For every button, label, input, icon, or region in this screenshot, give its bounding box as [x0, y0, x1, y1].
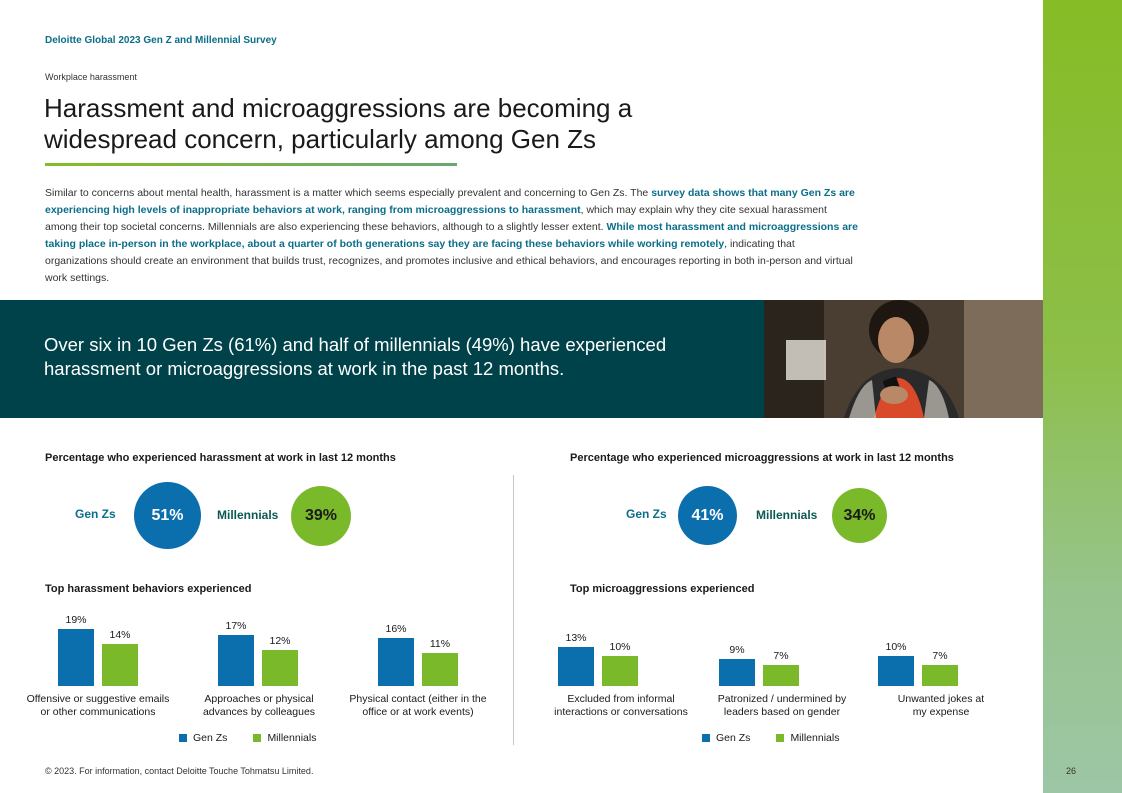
- harassment-category-1: Offensive or suggestive emails or other c…: [18, 693, 178, 719]
- microaggressions-value-label-genz-3: 10%: [885, 641, 906, 653]
- microaggressions-bar-genz-2: [719, 659, 755, 686]
- legend-millennials-swatch: [776, 734, 785, 742]
- title-underline: [45, 163, 457, 166]
- microaggressions-value-label-genz-2: 9%: [729, 644, 744, 656]
- harassment-bar-millennials-2: [262, 650, 298, 686]
- harassment-value-label-millennials-3: 11%: [430, 638, 450, 650]
- microaggressions-category-3: Unwanted jokes at my expense: [861, 693, 1021, 719]
- intro-text-3: , indicating that organizations should c…: [45, 238, 853, 284]
- harassment-category-1-line-1: Offensive or suggestive emails: [26, 693, 170, 705]
- microaggressions-bar-millennials-1: [602, 656, 638, 686]
- microaggressions-value-label-millennials-2: 7%: [773, 650, 788, 662]
- microaggressions-heading: Percentage who experienced microaggressi…: [570, 452, 954, 464]
- harassment-value-label-genz-3: 16%: [385, 623, 406, 635]
- harassment-category-3-line-1: Physical contact (either in the: [349, 693, 487, 705]
- harassment-heading: Percentage who experienced harassment at…: [45, 452, 396, 464]
- harassment-bar-millennials-1: [102, 644, 138, 686]
- harassment-value-label-genz-1: 19%: [65, 614, 86, 626]
- microaggressions-bar-chart: 13% 10% 9% 7% 10% 7%: [514, 600, 1043, 690]
- harassment-bar-genz-1: [58, 629, 94, 686]
- legend-millennials-label: Millennials: [267, 732, 317, 744]
- side-color-band: [1043, 0, 1122, 793]
- intro-text-2: , which may explain why they cite sexual…: [45, 204, 827, 233]
- section-label: Workplace harassment: [45, 72, 137, 82]
- footer-copyright: © 2023. For information, contact Deloitt…: [45, 766, 314, 776]
- photo-illustration: [764, 300, 1043, 418]
- harassment-legend: Gen Zs Millennials: [179, 732, 342, 744]
- harassment-bar-millennials-3: [422, 653, 458, 686]
- microaggressions-legend: Gen Zs Millennials: [702, 732, 865, 744]
- page-number: 26: [1066, 766, 1077, 776]
- harassment-value-label-millennials-1: 14%: [109, 629, 130, 641]
- microaggressions-category-1-line-2: interactions or conversations: [554, 706, 688, 718]
- microaggressions-chart-svg: 13% 10% 9% 7% 10% 7%: [558, 632, 958, 686]
- harassment-genz-label: Gen Zs: [75, 507, 116, 521]
- microaggressions-category-1-line-1: Excluded from informal: [567, 693, 675, 705]
- page-title: Harassment and microaggressions are beco…: [44, 93, 633, 154]
- legend-millennials-swatch: [253, 734, 262, 742]
- harassment-genz-circle: 51%: [134, 482, 201, 549]
- microaggressions-genz-label: Gen Zs: [626, 507, 667, 521]
- harassment-category-3: Physical contact (either in the office or…: [338, 693, 498, 719]
- microaggressions-bar-genz-1: [558, 647, 594, 686]
- harassment-millennials-circle: 39%: [291, 486, 351, 546]
- microaggressions-value-label-genz-1: 13%: [565, 632, 586, 644]
- microaggressions-category-2-line-1: Patronized / undermined by: [717, 693, 847, 705]
- legend-millennials-label: Millennials: [790, 732, 840, 744]
- microaggressions-category-3-line-2: my expense: [912, 706, 970, 718]
- legend-genz-swatch: [179, 734, 187, 742]
- survey-title: Deloitte Global 2023 Gen Z and Millennia…: [45, 35, 277, 46]
- key-stat-text: Over six in 10 Gen Zs (61%) and half of …: [44, 334, 667, 379]
- harassment-chart-svg: 19% 14% 17% 12% 16% 11%: [58, 614, 458, 686]
- microaggressions-genz-circle: 41%: [678, 486, 737, 545]
- microaggressions-category-2-line-2: leaders based on gender: [723, 706, 841, 718]
- harassment-category-3-line-2: office or at work events): [362, 706, 474, 718]
- microaggressions-category-3-line-1: Unwanted jokes at: [897, 693, 985, 705]
- panel-divider: [513, 475, 514, 745]
- legend-genz-label: Gen Zs: [716, 732, 751, 744]
- harassment-value-label-genz-2: 17%: [225, 620, 246, 632]
- woman-with-phone-photo: [764, 300, 1043, 418]
- intro-paragraph: Similar to concerns about mental health,…: [45, 185, 860, 287]
- microaggressions-bar-millennials-3: [922, 665, 958, 686]
- harassment-category-2-line-2: advances by colleagues: [202, 706, 316, 718]
- microaggressions-category-1: Excluded from informal interactions or co…: [541, 693, 701, 719]
- intro-text-1: Similar to concerns about mental health,…: [45, 187, 652, 199]
- microaggressions-millennials-label: Millennials: [756, 508, 818, 522]
- microaggressions-value-label-millennials-1: 10%: [609, 641, 630, 653]
- microaggressions-category-2: Patronized / undermined by leaders based …: [702, 693, 862, 719]
- harassment-category-2-line-1: Approaches or physical: [204, 693, 314, 705]
- harassment-subheading: Top harassment behaviors experienced: [45, 583, 252, 595]
- harassment-category-1-line-2: or other communications: [40, 706, 156, 718]
- legend-genz-label: Gen Zs: [193, 732, 228, 744]
- harassment-bar-genz-3: [378, 638, 414, 686]
- microaggressions-subheading: Top microaggressions experienced: [570, 583, 755, 595]
- intro-highlight-1: survey data shows that many Gen Zs are e…: [45, 187, 855, 216]
- microaggressions-value-label-millennials-3: 7%: [932, 650, 947, 662]
- harassment-bar-chart: 19% 14% 17% 12% 16% 11%: [0, 600, 513, 690]
- microaggressions-bar-genz-3: [878, 656, 914, 686]
- harassment-bar-genz-2: [218, 635, 254, 686]
- microaggressions-bar-millennials-2: [763, 665, 799, 686]
- harassment-millennials-label: Millennials: [217, 508, 279, 522]
- harassment-value-label-millennials-2: 12%: [269, 635, 290, 647]
- intro-highlight-2: While most harassment and microaggressio…: [45, 221, 858, 250]
- microaggressions-millennials-circle: 34%: [832, 488, 887, 543]
- harassment-category-2: Approaches or physical advances by collea…: [179, 693, 339, 719]
- legend-genz-swatch: [702, 734, 710, 742]
